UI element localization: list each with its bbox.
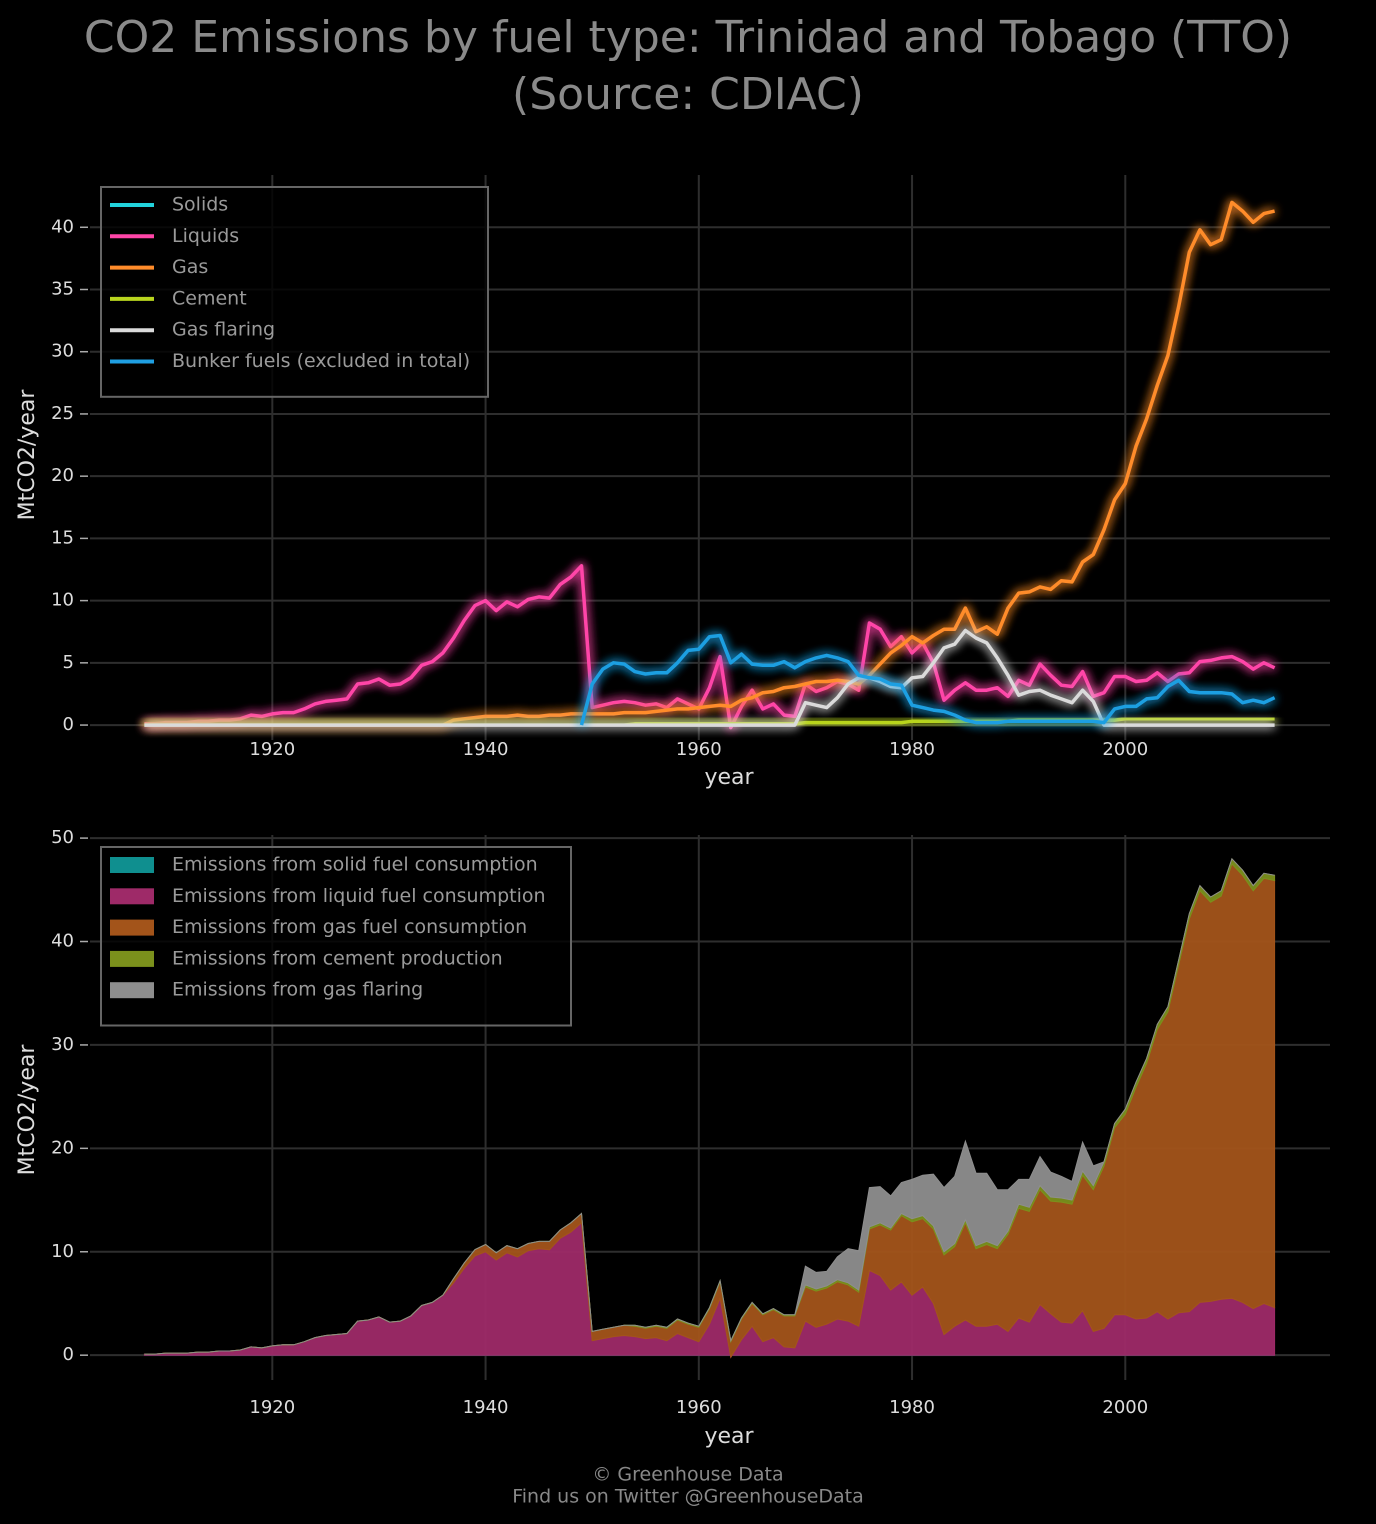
legend-swatch	[110, 950, 154, 967]
y-tick-label: 0	[63, 1344, 74, 1365]
legend-label: Gas	[172, 256, 208, 278]
legend-label: Cement	[172, 287, 247, 309]
x-tick-label: 1920	[249, 739, 295, 760]
y-tick-label: 35	[51, 278, 74, 299]
series-line	[144, 564, 1276, 730]
legend-swatch	[110, 919, 154, 936]
y-axis-label: MtCO2/year	[15, 1044, 40, 1176]
subtitle: (Source: CDIAC)	[512, 69, 864, 120]
y-tick-label: 10	[51, 1241, 74, 1262]
series-line	[144, 628, 1275, 727]
series-line	[579, 633, 1276, 726]
legend-swatch	[110, 857, 154, 873]
legend-label: Emissions from solid fuel consumption	[172, 854, 538, 876]
y-tick-label: 50	[51, 827, 74, 848]
stacked-area	[144, 857, 1275, 1355]
y-tick-label: 10	[51, 590, 74, 611]
legend-label: Solids	[172, 194, 228, 216]
y-tick-label: 40	[51, 931, 74, 952]
y-axis-label: MtCO2/year	[15, 389, 40, 521]
legend-box	[100, 846, 572, 1027]
legend-label: Emissions from gas fuel consumption	[172, 916, 527, 938]
legend-swatch	[110, 888, 154, 905]
legend-label: Emissions from gas flaring	[172, 979, 423, 1001]
x-tick-label: 2000	[1102, 739, 1148, 760]
x-tick-label: 1980	[889, 1397, 935, 1418]
footer: Find us on Twitter @GreenhouseData	[512, 1486, 864, 1508]
x-tick-label: 2000	[1102, 1397, 1148, 1418]
legend-label: Emissions from cement production	[172, 947, 503, 969]
y-tick-label: 0	[63, 714, 74, 735]
x-tick-label: 1920	[249, 1397, 295, 1418]
legend-label: Liquids	[172, 225, 239, 247]
y-tick-label: 30	[51, 1034, 74, 1055]
legend-swatch	[110, 982, 154, 999]
x-tick-label: 1960	[676, 1397, 722, 1418]
y-tick-label: 20	[51, 465, 74, 486]
x-tick-label: 1960	[676, 739, 722, 760]
y-tick-label: 15	[51, 527, 74, 548]
x-axis-label: year	[704, 765, 754, 790]
x-tick-label: 1940	[463, 1397, 509, 1418]
legend-label: Gas flaring	[172, 319, 275, 341]
legend-label: Bunker fuels (excluded in total)	[172, 350, 470, 372]
x-tick-label: 1980	[889, 739, 935, 760]
y-tick-label: 40	[51, 216, 74, 237]
y-tick-label: 5	[63, 652, 74, 673]
legend-box	[100, 186, 489, 398]
x-tick-label: 1940	[463, 739, 509, 760]
y-tick-label: 25	[51, 403, 74, 424]
title: CO2 Emissions by fuel type: Trinidad and…	[84, 12, 1292, 63]
legend-label: Emissions from liquid fuel consumption	[172, 885, 546, 907]
y-tick-label: 30	[51, 341, 74, 362]
footer: © Greenhouse Data	[592, 1464, 783, 1486]
y-tick-label: 20	[51, 1137, 74, 1158]
x-axis-label: year	[704, 1424, 754, 1449]
